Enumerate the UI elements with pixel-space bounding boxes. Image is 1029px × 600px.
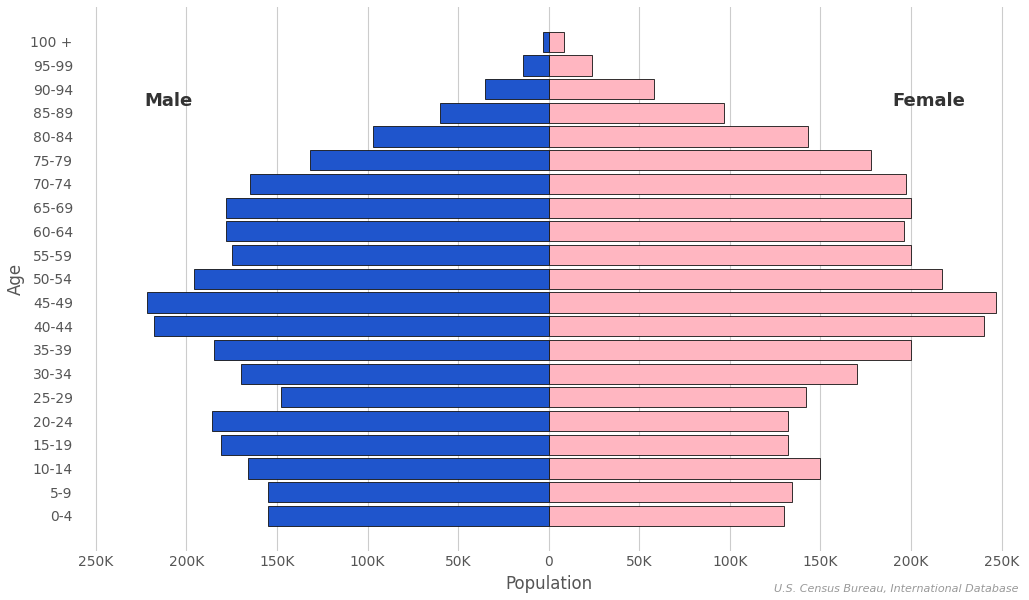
Bar: [440, 103, 548, 123]
Bar: [548, 150, 872, 170]
Bar: [221, 434, 548, 455]
Bar: [250, 174, 548, 194]
Bar: [268, 506, 548, 526]
Bar: [193, 269, 548, 289]
Bar: [548, 103, 724, 123]
Text: Female: Female: [893, 92, 965, 110]
Bar: [548, 127, 808, 146]
Bar: [548, 32, 564, 52]
Bar: [548, 458, 820, 479]
Bar: [548, 292, 996, 313]
Bar: [548, 411, 788, 431]
Bar: [548, 269, 942, 289]
Bar: [486, 79, 548, 99]
Bar: [548, 245, 911, 265]
Bar: [268, 482, 548, 502]
X-axis label: Population: Population: [505, 575, 593, 593]
Bar: [548, 55, 593, 76]
Bar: [212, 411, 548, 431]
Bar: [374, 127, 548, 146]
Bar: [153, 316, 548, 336]
Bar: [548, 434, 788, 455]
Bar: [548, 387, 806, 407]
Bar: [548, 79, 653, 99]
Bar: [548, 482, 791, 502]
Bar: [548, 197, 911, 218]
Bar: [548, 174, 906, 194]
Bar: [226, 197, 548, 218]
Y-axis label: Age: Age: [7, 263, 25, 295]
Bar: [214, 340, 548, 360]
Bar: [543, 32, 548, 52]
Bar: [548, 506, 784, 526]
Text: Male: Male: [144, 92, 192, 110]
Bar: [548, 340, 911, 360]
Bar: [524, 55, 548, 76]
Bar: [146, 292, 548, 313]
Bar: [310, 150, 548, 170]
Bar: [548, 221, 903, 241]
Bar: [548, 316, 984, 336]
Bar: [548, 364, 857, 383]
Text: U.S. Census Bureau, International Database: U.S. Census Bureau, International Databa…: [774, 584, 1019, 594]
Bar: [232, 245, 548, 265]
Bar: [281, 387, 548, 407]
Bar: [226, 221, 548, 241]
Bar: [241, 364, 548, 383]
Bar: [248, 458, 548, 479]
